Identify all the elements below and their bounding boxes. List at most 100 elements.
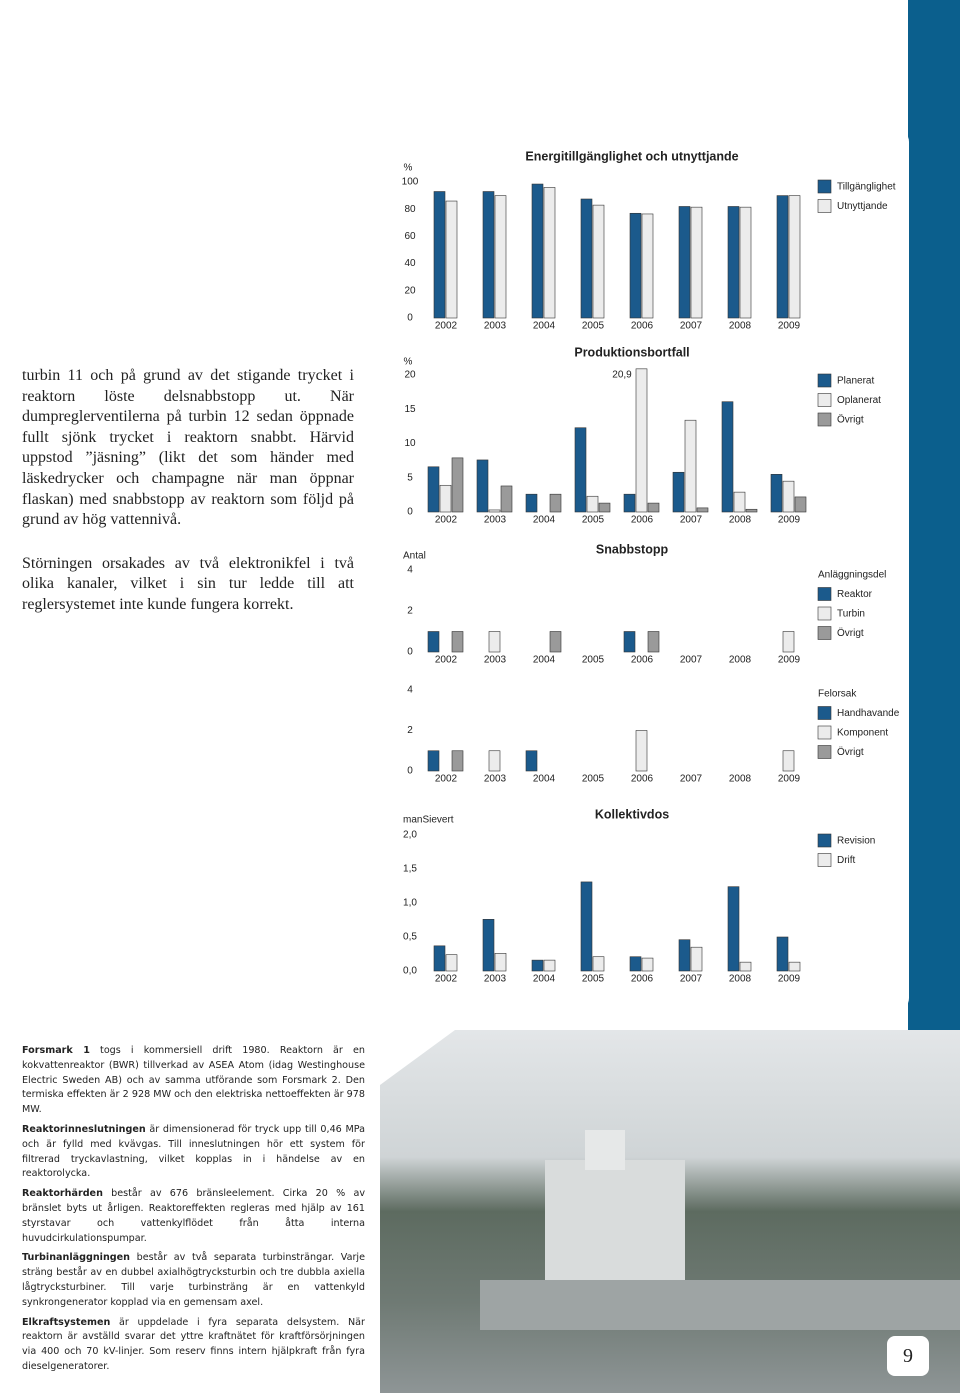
bar xyxy=(451,750,464,772)
legend-label: Drift xyxy=(837,855,856,866)
y-tick-label: 2,0 xyxy=(403,830,417,841)
bar xyxy=(678,206,691,319)
bar xyxy=(482,919,495,972)
x-tick-label: 2007 xyxy=(680,321,703,332)
y-tick-label: 0 xyxy=(407,313,413,324)
y-axis-label: % xyxy=(404,163,413,174)
bar xyxy=(531,959,544,972)
x-tick-label: 2006 xyxy=(631,974,654,985)
photo-building xyxy=(480,1280,960,1330)
y-tick-label: 100 xyxy=(402,177,419,188)
bar xyxy=(776,936,789,972)
bar xyxy=(549,631,562,653)
paragraph: turbin 11 och på grund av det stigande t… xyxy=(22,367,354,529)
x-tick-label: 2005 xyxy=(582,974,605,985)
bar xyxy=(721,401,734,513)
bar xyxy=(525,750,538,772)
bar xyxy=(678,939,691,972)
legend-swatch xyxy=(817,626,832,640)
facts: Forsmark 1 togs i kommersiell drift 1980… xyxy=(22,1044,365,1380)
bar xyxy=(782,631,795,653)
bar xyxy=(439,484,452,513)
x-tick-label: 2008 xyxy=(729,321,752,332)
y-tick-label: 0,0 xyxy=(403,966,417,977)
bar xyxy=(727,206,740,319)
legend-swatch xyxy=(817,587,832,601)
bar xyxy=(782,480,795,513)
bar xyxy=(641,213,654,319)
y-tick-label: 2 xyxy=(407,606,413,617)
x-tick-label: 2005 xyxy=(582,321,605,332)
x-tick-label: 2006 xyxy=(631,515,654,526)
blue-band xyxy=(908,0,960,1036)
fact-text: består av 676 bränsleelement. Cirka 20 %… xyxy=(22,1188,365,1244)
x-tick-label: 2004 xyxy=(533,655,556,666)
legend-label: Turbin xyxy=(837,609,865,620)
bar xyxy=(494,953,507,972)
bar xyxy=(690,206,703,319)
x-tick-label: 2003 xyxy=(484,774,507,785)
fact-lead: Forsmark 1 xyxy=(22,1045,90,1056)
chart-title: Produktionsbortfall xyxy=(574,345,689,359)
bar xyxy=(494,195,507,319)
legend-label: Handhavande xyxy=(837,708,900,719)
y-tick-label: 1,0 xyxy=(403,898,417,909)
legend-swatch xyxy=(817,725,832,740)
bar xyxy=(788,961,801,972)
fact-lead: Reaktorinneslutningen xyxy=(22,1123,146,1135)
x-tick-label: 2002 xyxy=(435,515,458,526)
bar xyxy=(641,957,654,972)
x-tick-label: 2004 xyxy=(533,774,556,785)
bar xyxy=(623,631,636,653)
bar xyxy=(580,198,593,319)
fact: Turbinanläggningen består av två separat… xyxy=(22,1251,365,1310)
bar xyxy=(592,956,605,972)
bar xyxy=(427,631,440,653)
x-tick-label: 2003 xyxy=(484,974,507,985)
bar xyxy=(647,631,660,653)
bar xyxy=(445,200,458,319)
x-tick-label: 2009 xyxy=(778,974,801,985)
bar xyxy=(476,459,489,513)
bar xyxy=(672,471,685,513)
x-tick-label: 2002 xyxy=(435,321,458,332)
bar xyxy=(745,508,758,513)
bar xyxy=(629,212,642,319)
bar xyxy=(776,195,789,319)
fact-text: är dimensionerad för tryck upp till 0,46… xyxy=(22,1123,365,1180)
bar xyxy=(586,495,599,513)
fact: Elkraftsystemen är uppdelade i fyra sepa… xyxy=(22,1316,365,1375)
x-tick-label: 2006 xyxy=(631,321,654,332)
y-tick-label: 60 xyxy=(404,231,416,242)
fact: Reaktorinneslutningen är dimensionerad f… xyxy=(22,1123,365,1182)
fact-lead: Elkraftsystemen xyxy=(22,1316,111,1328)
bar xyxy=(635,368,648,513)
y-axis-label: manSievert xyxy=(403,815,454,826)
legend-label: Övrigt xyxy=(837,746,864,758)
bar xyxy=(629,956,642,972)
legend-label: Övrigt xyxy=(837,627,864,639)
bar xyxy=(635,730,648,772)
y-tick-label: 80 xyxy=(404,204,416,215)
fact-text: togs i kommersiell drift 1980. Reaktorn … xyxy=(22,1045,365,1116)
y-tick-label: 0 xyxy=(407,647,413,658)
x-tick-label: 2009 xyxy=(778,321,801,332)
y-tick-label: 20 xyxy=(404,370,416,381)
x-tick-label: 2002 xyxy=(435,655,458,666)
x-tick-label: 2003 xyxy=(484,515,507,526)
y-tick-label: 0 xyxy=(407,766,413,777)
bar xyxy=(788,195,801,319)
x-tick-label: 2002 xyxy=(435,774,458,785)
bar xyxy=(739,206,752,319)
bar xyxy=(543,187,556,319)
bar xyxy=(770,474,783,513)
photo-building xyxy=(545,1160,685,1280)
legend-swatch xyxy=(817,373,832,388)
chart-title: Snabbstopp xyxy=(596,542,669,556)
x-tick-label: 2008 xyxy=(729,515,752,526)
legend-swatch xyxy=(817,833,832,848)
legend-label: Tillgänglighet xyxy=(837,182,896,193)
bar xyxy=(433,945,446,972)
